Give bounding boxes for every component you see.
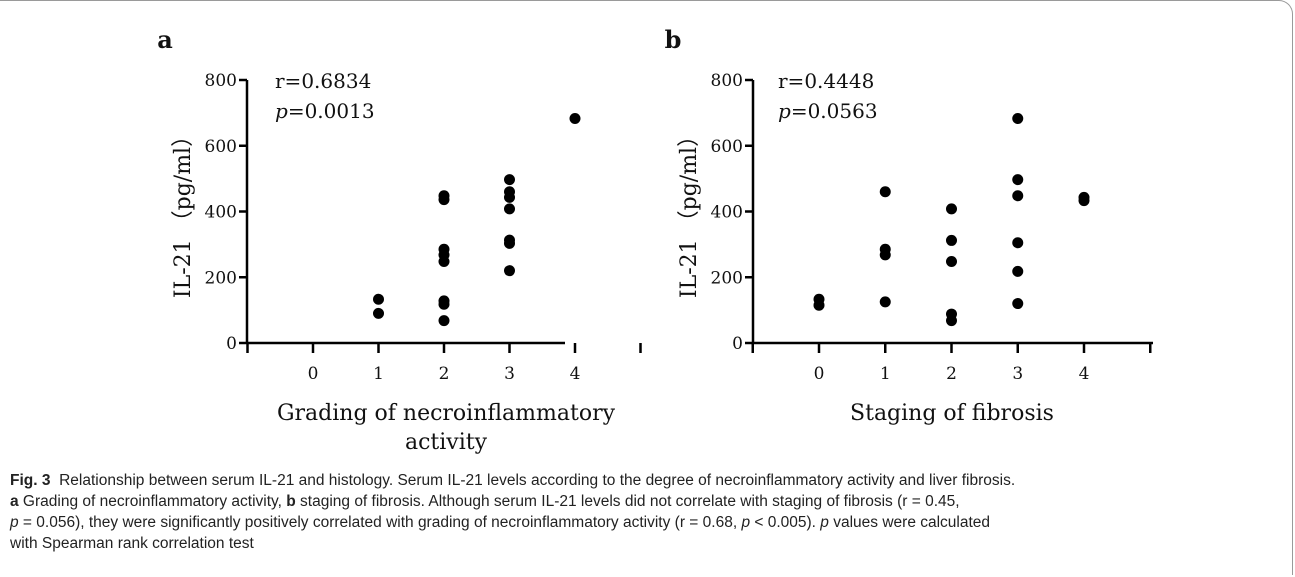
y-tick-label: 600: [205, 137, 237, 157]
y-tick-label: 200: [711, 268, 743, 288]
y-tick-label: 200: [205, 268, 237, 288]
x-tick-label: 0: [814, 364, 825, 384]
chart-panel-a: a 0 200 400 600 800 0 1 2 3 4 IL-21 （pg/ml） Grading …: [157, 25, 642, 455]
correlation-r: r=0.4448: [778, 69, 874, 93]
data-point: [946, 315, 957, 327]
y-tick-label: 0: [226, 334, 237, 354]
caption-p-3: p: [820, 514, 829, 531]
data-point: [946, 203, 957, 215]
caption-a-text: Grading of necroinflammatory activity,: [18, 493, 287, 510]
x-tick-label: 3: [1012, 364, 1023, 384]
caption-p-1: p: [10, 514, 19, 531]
correlation-r: r=0.6834: [275, 69, 371, 93]
caption-a-label: a: [10, 493, 19, 510]
x-axis-label: Staging of fibrosis: [850, 401, 1054, 426]
caption-line-3: p = 0.056), they were significantly posi…: [10, 512, 1285, 533]
p-symbol: p: [778, 99, 791, 123]
data-point: [1012, 190, 1024, 202]
caption-line-1: Fig. 3 Relationship between serum IL-21 …: [10, 470, 1285, 491]
y-axis-label: IL-21 （pg/ml）: [677, 125, 702, 298]
y-tick-label: 800: [711, 71, 743, 91]
y-tick-label: 800: [205, 71, 237, 91]
p-value: =0.0013: [288, 99, 375, 123]
p-value: =0.0563: [791, 99, 878, 123]
data-point: [1078, 195, 1090, 207]
data-point: [946, 255, 957, 267]
data-point: [813, 299, 825, 311]
p-symbol: p: [275, 99, 288, 123]
figure-caption: Fig. 3 Relationship between serum IL-21 …: [10, 470, 1285, 554]
x-tick-label: 1: [880, 364, 891, 384]
caption-b-text: staging of fibrosis. Although serum IL-2…: [295, 493, 960, 510]
x-axis-label: activity: [405, 430, 488, 455]
caption-line-2: a Grading of necroinflammatory activity,…: [10, 491, 1285, 512]
data-point: [1012, 112, 1024, 124]
y-tick-label: 400: [711, 203, 743, 223]
data-point: [946, 234, 957, 246]
data-point: [504, 191, 515, 203]
data-point: [504, 237, 515, 249]
caption-title: Relationship between serum IL-21 and his…: [59, 472, 1016, 489]
caption-line-4: with Spearman rank correlation test: [10, 535, 254, 552]
data-point: [879, 296, 891, 308]
panel-label: b: [665, 25, 682, 54]
x-tick-label: 2: [946, 364, 957, 384]
data-point: [438, 298, 450, 310]
caption-fig-label: Fig. 3: [10, 472, 51, 489]
data-point: [438, 255, 450, 267]
data-point: [373, 307, 384, 319]
data-point: [879, 186, 891, 198]
caption-line3-end: < 0.005).: [750, 514, 821, 531]
x-axis-label: Grading of necroinflammatory: [277, 401, 616, 426]
data-point: [569, 112, 581, 124]
data-point: [1012, 265, 1024, 277]
data-point: [504, 174, 515, 186]
correlation-p: p=0.0563: [778, 99, 878, 123]
correlation-p: p=0.0013: [275, 99, 375, 123]
x-tick-label: 0: [308, 364, 319, 384]
y-tick-label: 600: [711, 137, 743, 157]
x-tick-label: 2: [439, 364, 450, 384]
data-point: [879, 249, 891, 261]
data-point: [438, 194, 450, 206]
data-point: [504, 203, 515, 215]
data-point: [438, 315, 450, 327]
x-tick-label: 1: [373, 364, 384, 384]
y-tick-label: 0: [732, 334, 743, 354]
x-tick-label: 4: [1079, 364, 1090, 384]
data-point: [373, 293, 384, 305]
panel-label: a: [157, 25, 173, 54]
y-tick-label: 400: [205, 203, 237, 223]
caption-b-label: b: [286, 493, 296, 510]
y-axis-label: IL-21 （pg/ml）: [171, 125, 196, 298]
x-tick-label: 4: [570, 364, 581, 384]
data-point: [1012, 298, 1024, 310]
chart-panel-b: b 0 200 400 600 800 0 1 2 3 4 IL-21 （pg/ml） Staging …: [665, 25, 1153, 426]
data-point: [1012, 174, 1024, 186]
x-tick-label: 3: [504, 364, 515, 384]
caption-line3-mid: = 0.056), they were significantly positi…: [18, 514, 742, 531]
caption-p-2: p: [741, 514, 751, 531]
data-point: [1012, 237, 1024, 249]
caption-line3-tail: values were calculated: [828, 514, 991, 531]
data-point: [504, 265, 515, 277]
